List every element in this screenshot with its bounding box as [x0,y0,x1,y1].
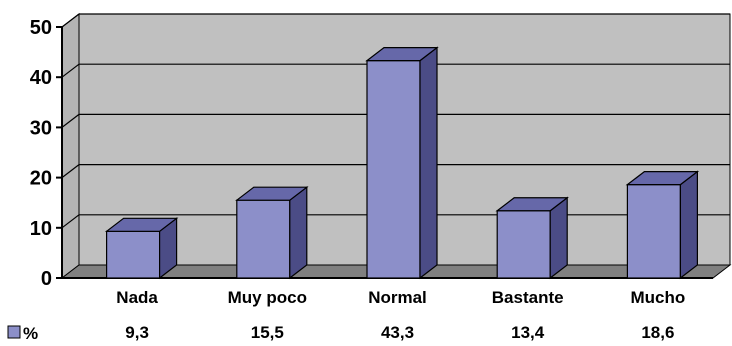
bar [625,170,700,280]
bar-front [366,60,421,279]
x-tick-label: Mucho [631,288,686,307]
bar-side [679,170,699,280]
bar-front [105,230,161,279]
y-tick-label: 30 [30,117,52,139]
x-tick-label: Muy poco [228,288,307,307]
bar-side [419,46,438,280]
bar [104,217,179,280]
bar-top [235,186,309,201]
bar-front [626,184,682,279]
y-tick-label: 20 [30,168,52,190]
gridline-side-10 [61,214,80,229]
legend-swatch [7,325,21,339]
data-table: 9,3 15,5 43,3 13,4 18,6% [7,323,674,343]
x-tick-labels: Nada Muy poco Normal Bastante Mucho [116,288,685,307]
legend-label: % [23,324,38,343]
x-tick-label: Nada [116,288,158,307]
data-label: 13,4 [511,323,545,342]
bar-top [495,197,569,212]
gridline-side-40 [61,63,80,78]
y-tick-label: 10 [30,218,52,240]
bar-front [496,210,551,279]
gridline-side-20 [61,164,80,179]
y-tick-labels: 0 10 20 30 40 50 [30,17,52,290]
x-tick-label: Bastante [492,288,564,307]
gridline-side-30 [61,113,80,128]
y-tick-label: 50 [30,17,52,39]
data-label: 9,3 [125,323,149,342]
y-tick-label: 0 [41,268,52,290]
bar [235,185,309,280]
y-tick-label: 40 [30,67,52,89]
plot-side-wall [61,12,80,280]
bar [365,46,439,280]
x-tick-label: Normal [368,288,427,307]
data-label: 18,6 [641,323,674,342]
data-label: 43,3 [381,323,414,342]
bars [104,46,700,280]
bar-top [104,217,179,232]
gridline-side-50 [61,13,80,28]
bar-side [549,196,568,280]
data-label: 15,5 [251,323,284,342]
bar-side [289,185,308,280]
bar-top [365,47,439,62]
bar-front [236,199,291,279]
bar-top [625,171,700,186]
bar [495,196,569,280]
